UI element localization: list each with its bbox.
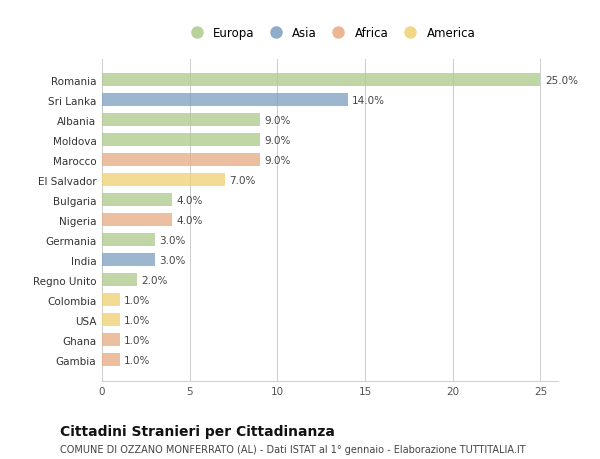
- Bar: [102, 334, 119, 347]
- Text: 9.0%: 9.0%: [264, 135, 290, 146]
- Text: 3.0%: 3.0%: [159, 255, 185, 265]
- Bar: [102, 353, 119, 366]
- Text: 3.0%: 3.0%: [159, 235, 185, 245]
- Bar: [102, 94, 347, 107]
- Bar: [102, 134, 260, 147]
- Text: 1.0%: 1.0%: [124, 355, 150, 365]
- Text: 4.0%: 4.0%: [176, 196, 203, 205]
- Legend: Europa, Asia, Africa, America: Europa, Asia, Africa, America: [181, 24, 479, 44]
- Bar: [102, 254, 155, 267]
- Bar: [102, 313, 119, 326]
- Text: Cittadini Stranieri per Cittadinanza: Cittadini Stranieri per Cittadinanza: [60, 425, 335, 438]
- Bar: [102, 114, 260, 127]
- Bar: [102, 194, 172, 207]
- Bar: [102, 234, 155, 247]
- Bar: [102, 174, 225, 187]
- Text: 2.0%: 2.0%: [142, 275, 168, 285]
- Text: 4.0%: 4.0%: [176, 215, 203, 225]
- Bar: [102, 74, 541, 87]
- Text: 9.0%: 9.0%: [264, 116, 290, 126]
- Bar: [102, 274, 137, 286]
- Text: 14.0%: 14.0%: [352, 96, 385, 106]
- Text: 25.0%: 25.0%: [545, 76, 578, 86]
- Bar: [102, 214, 172, 227]
- Text: 9.0%: 9.0%: [264, 156, 290, 166]
- Text: 7.0%: 7.0%: [229, 175, 256, 185]
- Text: 1.0%: 1.0%: [124, 295, 150, 305]
- Bar: [102, 294, 119, 307]
- Text: 1.0%: 1.0%: [124, 335, 150, 345]
- Bar: [102, 154, 260, 167]
- Text: COMUNE DI OZZANO MONFERRATO (AL) - Dati ISTAT al 1° gennaio - Elaborazione TUTTI: COMUNE DI OZZANO MONFERRATO (AL) - Dati …: [60, 444, 526, 454]
- Text: 1.0%: 1.0%: [124, 315, 150, 325]
